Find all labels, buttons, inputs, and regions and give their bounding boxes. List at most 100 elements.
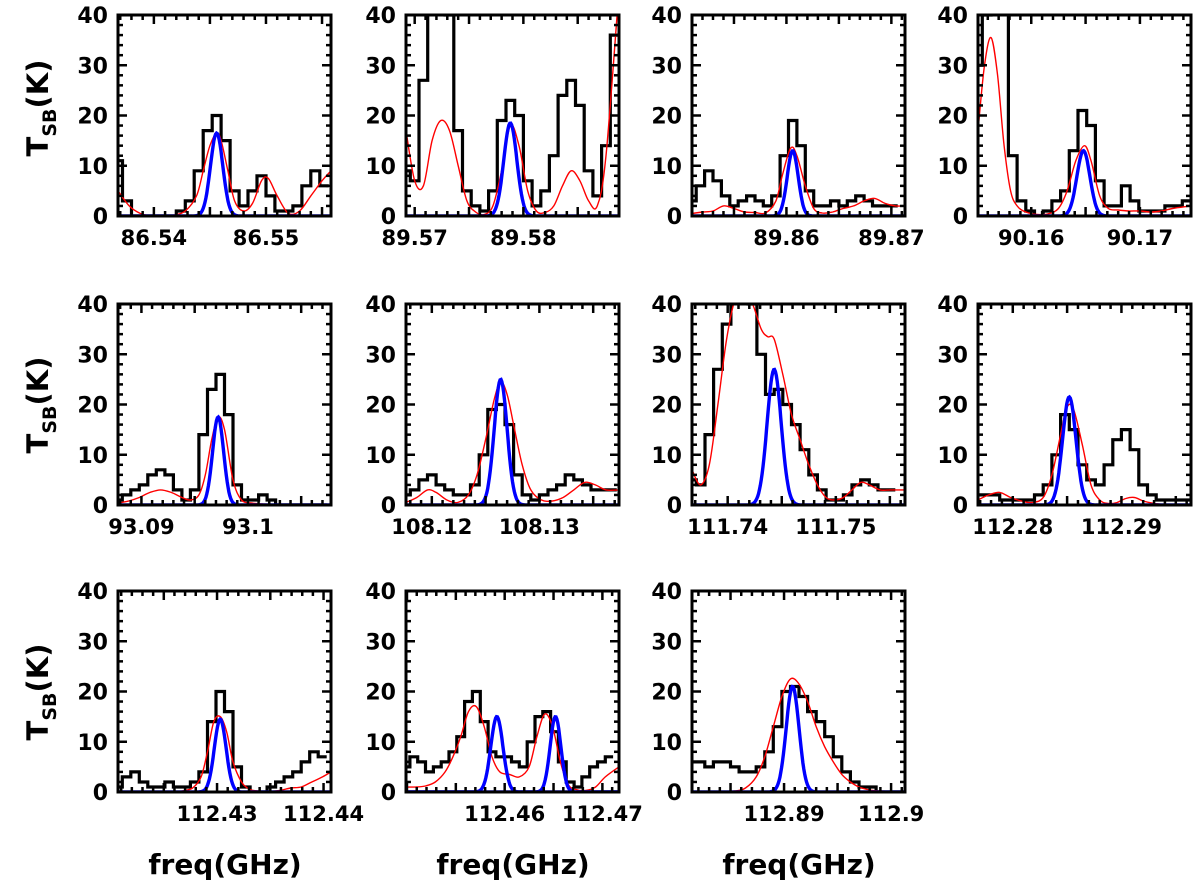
y-tick-label: 0 <box>93 205 108 230</box>
observed-spectrum-line <box>692 118 898 208</box>
panel-7: 0 10 20 30 40 111.74 111.75 <box>651 293 907 539</box>
x-tick-label: 90.17 <box>1107 226 1173 250</box>
y-tick-label: 10 <box>651 731 682 756</box>
gaussian-fit-line <box>978 148 1191 216</box>
plot-area <box>118 689 331 792</box>
y-tick-label: 20 <box>937 394 968 419</box>
y-tick-label: 0 <box>381 781 396 806</box>
y-tick-label: 10 <box>365 155 396 180</box>
gaussian-fit-line <box>692 149 905 216</box>
observed-spectrum-line <box>978 15 1191 216</box>
panel-1: 0 10 20 30 40 86.54 86.55 <box>77 4 333 250</box>
model-spectrum-line <box>406 381 619 504</box>
y-tick-label: 40 <box>365 580 396 605</box>
plot-area <box>406 15 619 216</box>
gaussian-fit-line <box>406 377 619 505</box>
panel-9: 0 10 20 30 40 112.43 112.44 <box>77 580 364 826</box>
y-tick-label: 20 <box>77 105 108 130</box>
x-tick-label: 111.75 <box>795 515 876 539</box>
panel-6: 0 10 20 30 40 108.12 108.13 <box>365 293 621 539</box>
panel-10: 0 10 20 30 40 112.46 112.47 <box>365 580 643 826</box>
ylabel-text: TSB(K) <box>21 60 61 157</box>
gaussian-fit-line <box>118 717 331 792</box>
observed-spectrum-line <box>118 113 329 216</box>
y-tick-label: 0 <box>667 781 682 806</box>
y-tick-label: 20 <box>365 681 396 706</box>
ylabel-row-1: TSB(K) <box>21 60 61 157</box>
xlabel-col-3: freq(GHz) <box>722 848 875 881</box>
x-tick-label: 89.58 <box>490 226 556 250</box>
x-tick-label: 112.43 <box>177 802 258 826</box>
axes-frame <box>976 302 1193 507</box>
x-tick-label: 90.16 <box>998 226 1064 250</box>
y-tick-label: 30 <box>77 54 108 79</box>
y-tick-label: 10 <box>651 444 682 469</box>
x-tick-label: 112.47 <box>562 802 643 826</box>
y-tick-label: 40 <box>77 580 108 605</box>
axes-frame <box>404 13 621 218</box>
gaussian-fit-line <box>118 130 331 216</box>
ylabel-row-2: TSB(K) <box>21 357 61 454</box>
observed-spectrum-line <box>118 689 327 792</box>
y-tick-label: 20 <box>365 394 396 419</box>
panel-5: 0 10 20 30 40 93.09 93.1 <box>77 293 333 539</box>
plot-area <box>118 372 331 505</box>
y-tick-label: 0 <box>381 494 396 519</box>
gaussian-fit-line <box>118 414 331 505</box>
x-tick-label: 112.29 <box>1081 515 1162 539</box>
xlabel-col-1: freq(GHz) <box>148 848 301 881</box>
panel-11: 0 10 20 30 40 112.89 112.9 <box>651 580 924 826</box>
x-tick-label: 89.86 <box>753 226 819 250</box>
y-tick-label: 40 <box>365 293 396 318</box>
y-tick-label: 20 <box>77 681 108 706</box>
y-tick-label: 0 <box>93 494 108 519</box>
y-tick-label: 20 <box>651 105 682 130</box>
y-tick-label: 40 <box>77 293 108 318</box>
model-spectrum-line <box>692 677 905 792</box>
x-tick-label: 89.87 <box>858 226 924 250</box>
y-tick-label: 10 <box>937 444 968 469</box>
axes-frame <box>690 302 907 507</box>
plot-area <box>692 677 905 792</box>
gaussian-fit-line <box>406 121 619 216</box>
x-tick-label: 93.09 <box>108 515 174 539</box>
gaussian-fit-line <box>978 394 1191 505</box>
x-tick-label: 108.13 <box>499 515 580 539</box>
model-spectrum-line <box>406 15 618 216</box>
y-tick-label: 20 <box>651 681 682 706</box>
gaussian-fit-line <box>406 714 619 792</box>
y-tick-label: 30 <box>651 343 682 368</box>
y-tick-label: 10 <box>937 155 968 180</box>
y-tick-label: 0 <box>93 781 108 806</box>
y-tick-label: 30 <box>77 630 108 655</box>
y-tick-label: 20 <box>651 394 682 419</box>
y-tick-label: 40 <box>651 293 682 318</box>
x-tick-label: 112.46 <box>464 802 545 826</box>
y-tick-label: 0 <box>953 494 968 519</box>
plot-area <box>406 689 619 792</box>
y-tick-label: 10 <box>365 444 396 469</box>
y-tick-label: 30 <box>365 54 396 79</box>
model-spectrum-line <box>692 146 905 215</box>
x-tick-label: 86.55 <box>233 226 299 250</box>
x-tick-label: 112.9 <box>858 802 924 826</box>
plot-area <box>118 113 331 216</box>
y-tick-label: 0 <box>381 205 396 230</box>
plot-area <box>978 394 1191 505</box>
observed-spectrum-line <box>406 402 617 502</box>
y-tick-label: 30 <box>651 630 682 655</box>
plot-area <box>692 118 905 216</box>
y-tick-label: 40 <box>651 580 682 605</box>
plot-area <box>978 15 1191 216</box>
y-tick-label: 30 <box>937 343 968 368</box>
ylabel-text: TSB(K) <box>21 357 61 454</box>
y-tick-label: 40 <box>937 4 968 29</box>
observed-spectrum-line <box>406 689 614 789</box>
xlabel-col-2: freq(GHz) <box>436 848 589 881</box>
y-tick-label: 10 <box>77 155 108 180</box>
panel-4: 0 10 20 30 40 90.16 90.17 <box>937 4 1193 250</box>
gaussian-fit-line <box>692 684 905 792</box>
ylabel-text: TSB(K) <box>21 644 61 741</box>
observed-spectrum-line <box>118 372 327 505</box>
